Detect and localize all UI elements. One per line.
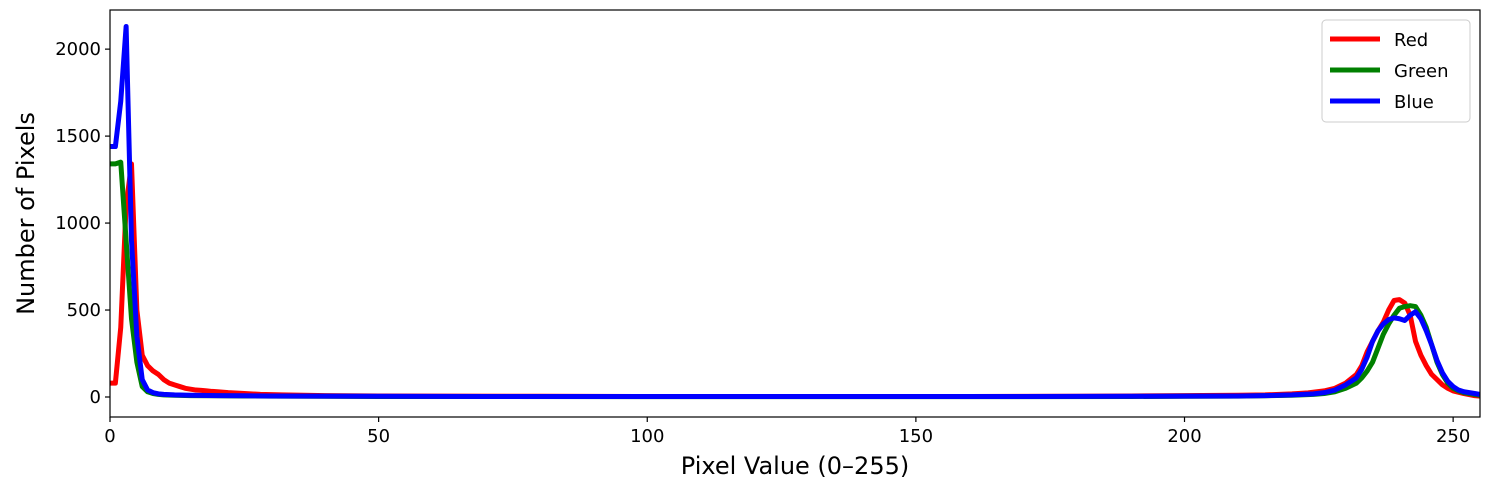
series-line-red bbox=[110, 161, 1480, 399]
x-tick-label: 0 bbox=[104, 426, 115, 447]
y-tick-label: 1500 bbox=[55, 126, 101, 147]
y-tick-label: 500 bbox=[67, 300, 101, 321]
legend-label-red: Red bbox=[1394, 30, 1428, 51]
y-tick-label: 0 bbox=[90, 387, 101, 408]
y-axis-ticks: 0 500 1000 1500 2000 bbox=[55, 39, 110, 408]
x-tick-label: 100 bbox=[630, 426, 664, 447]
y-tick-label: 2000 bbox=[55, 39, 101, 60]
y-tick-label: 1000 bbox=[55, 213, 101, 234]
plot-border bbox=[109, 9, 1481, 418]
x-axis-ticks: 0 50 100 150 200 250 bbox=[104, 417, 1470, 447]
x-tick-label: 200 bbox=[1167, 426, 1201, 447]
legend-box bbox=[1321, 19, 1471, 123]
x-tick-label: 250 bbox=[1436, 426, 1470, 447]
x-tick-label: 50 bbox=[367, 426, 390, 447]
series-line-green bbox=[110, 159, 1480, 400]
legend-label-blue: Blue bbox=[1394, 92, 1434, 113]
legend: Red Green Blue bbox=[1321, 19, 1471, 123]
series-line-blue bbox=[110, 24, 1480, 399]
x-axis-label: Pixel Value (0–255) bbox=[681, 452, 909, 480]
series-layer bbox=[110, 24, 1480, 400]
legend-label-green: Green bbox=[1394, 61, 1449, 82]
plot-frame bbox=[109, 9, 1481, 418]
x-tick-label: 150 bbox=[899, 426, 933, 447]
y-axis-label: Number of Pixels bbox=[12, 112, 40, 315]
